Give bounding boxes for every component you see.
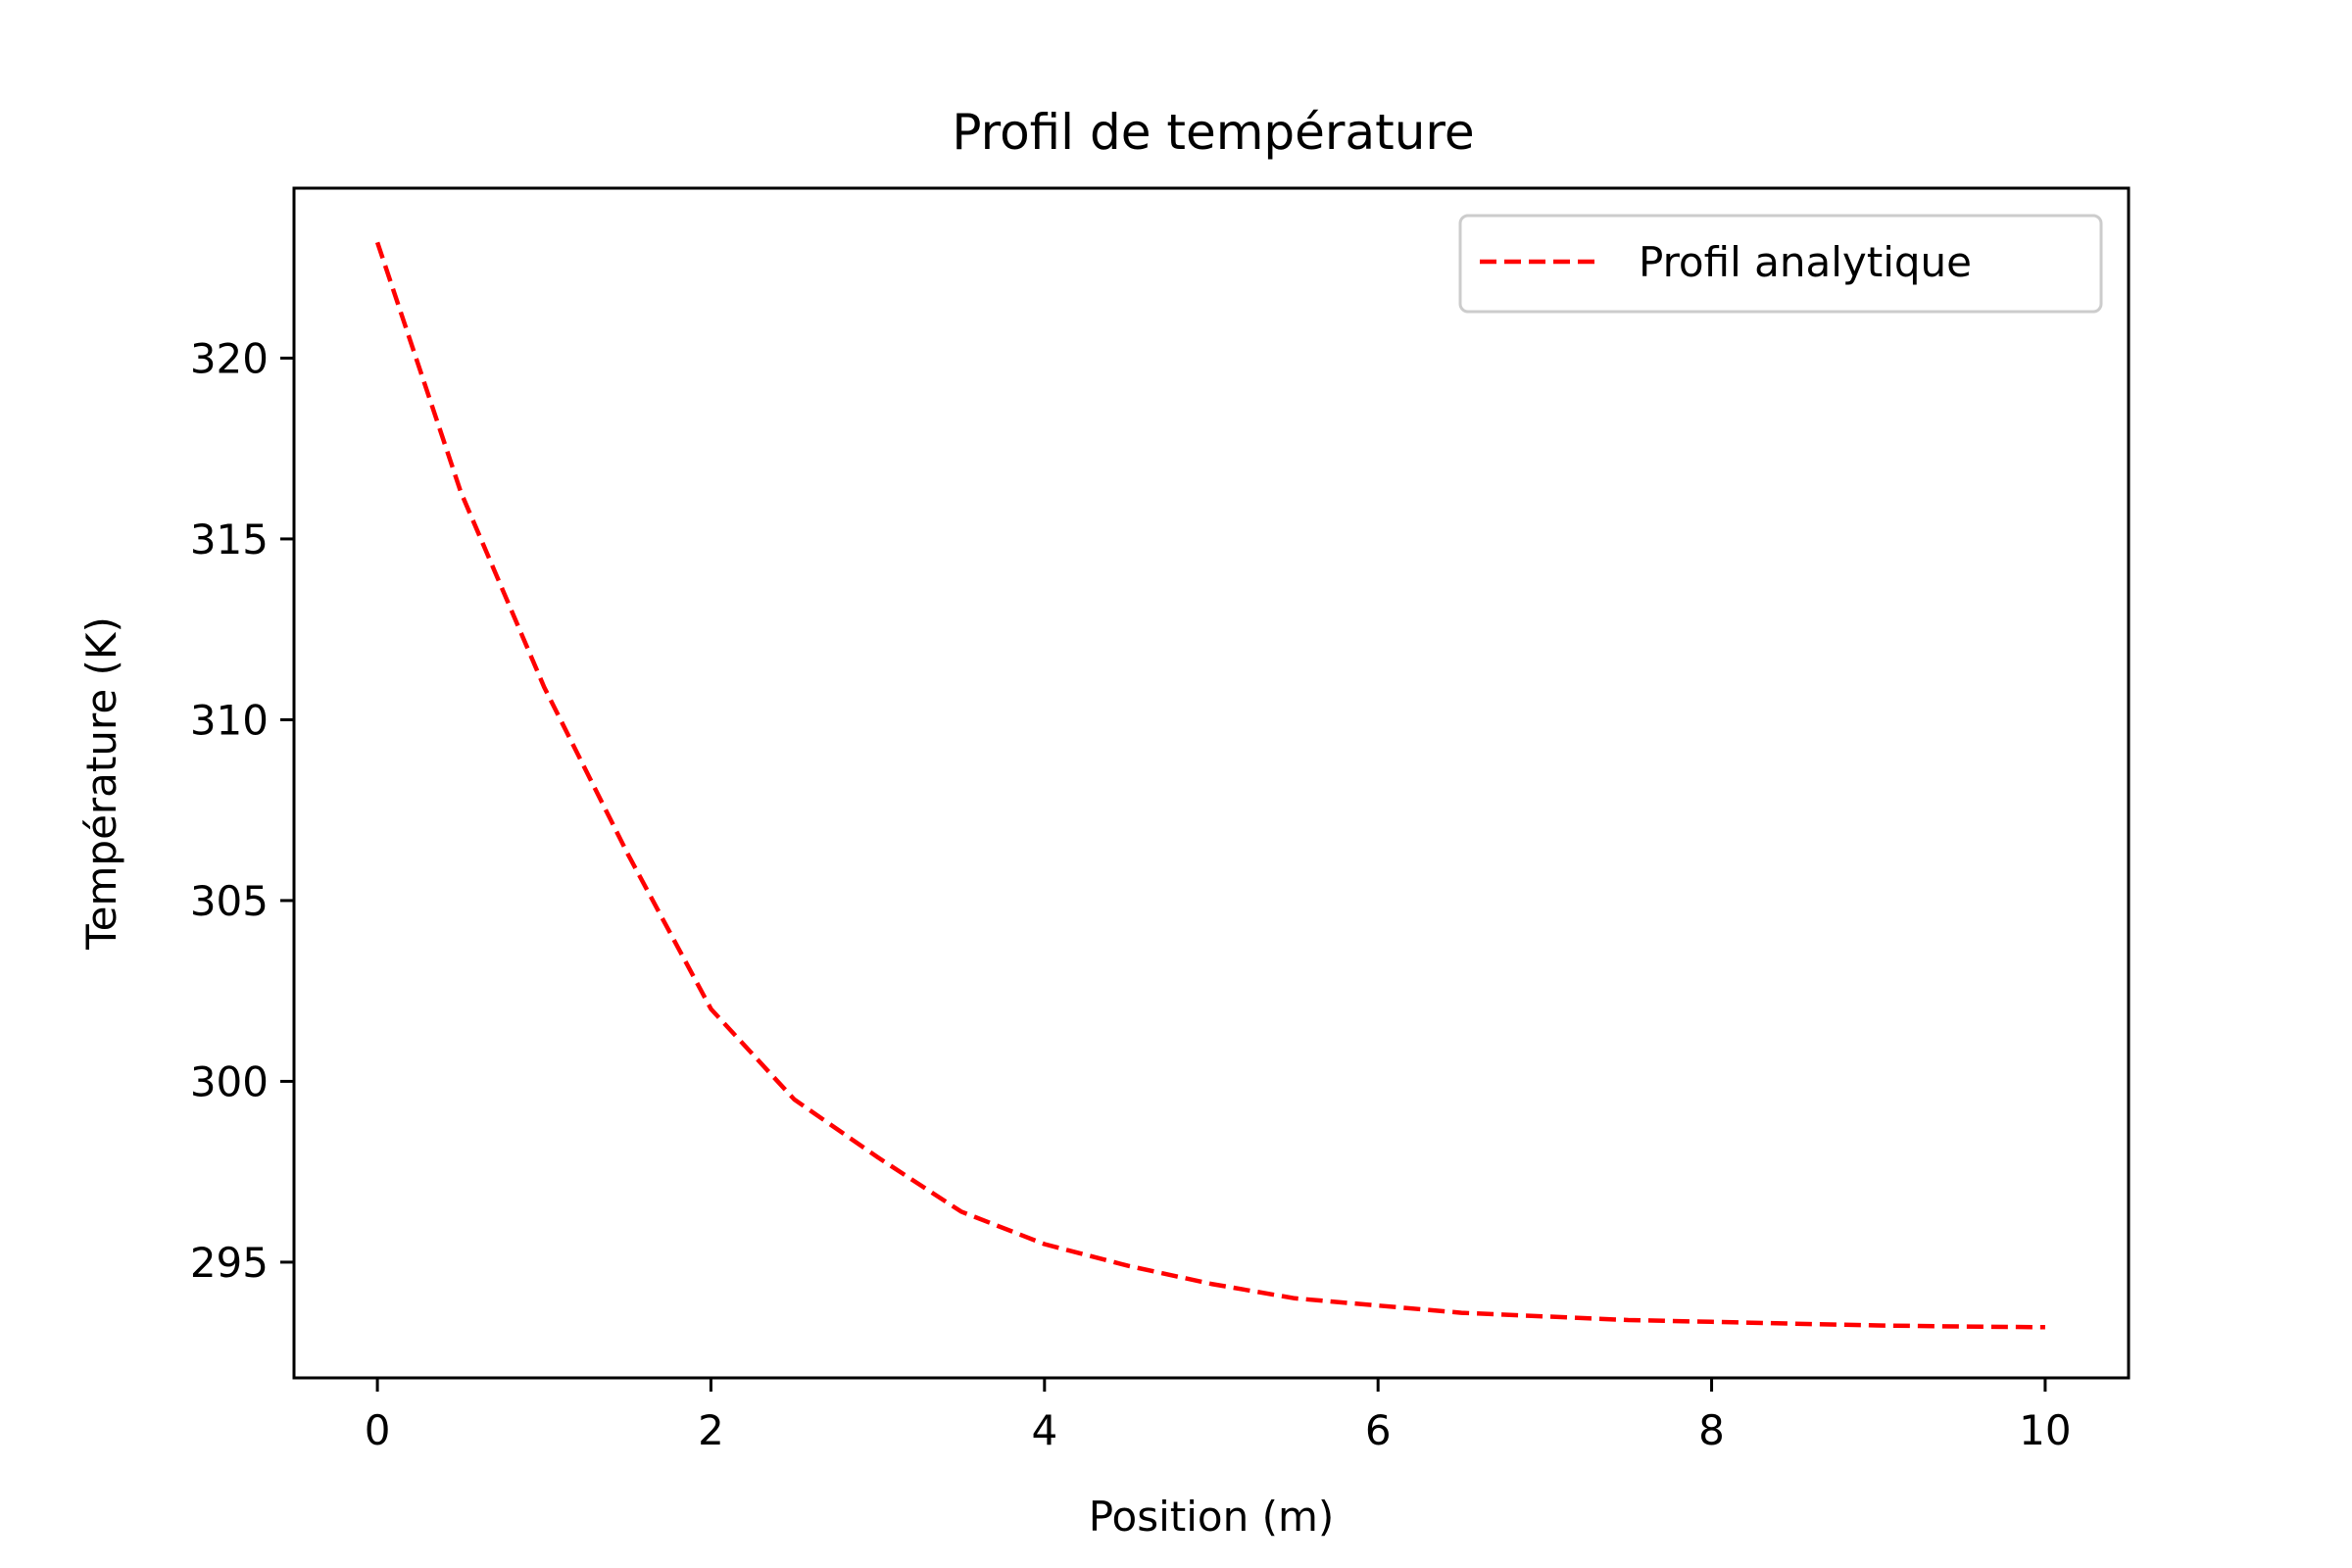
- y-axis: 295 300 305 310 315 320: [190, 334, 294, 1287]
- y-axis-label: Température (K): [77, 616, 125, 951]
- x-axis: 0 2 4 6 8 10: [365, 1378, 2072, 1454]
- x-tick-label: 2: [698, 1406, 724, 1454]
- y-tick-label: 315: [190, 515, 269, 564]
- axes-frame: [292, 186, 2131, 1380]
- x-tick-label: 4: [1031, 1406, 1057, 1454]
- y-tick-label: 300: [190, 1057, 269, 1105]
- series-line-0: [374, 241, 2045, 1330]
- chart-title: Profil de température: [952, 104, 1474, 161]
- y-tick-label: 305: [190, 877, 269, 925]
- y-tick-label: 295: [190, 1239, 269, 1287]
- plot-area: [374, 241, 2045, 1330]
- x-axis-label: Position (m): [1089, 1493, 1335, 1541]
- x-tick-label: 0: [365, 1406, 391, 1454]
- x-tick-label: 10: [2019, 1406, 2071, 1454]
- x-tick-label: 6: [1365, 1406, 1392, 1454]
- legend-label-profil-analytique: Profil analytique: [1639, 238, 1972, 286]
- legend-box: [1458, 214, 2103, 314]
- x-tick-label: 8: [1698, 1406, 1725, 1454]
- legend: Profil analytique: [1458, 214, 2103, 314]
- y-tick-label: 310: [190, 696, 269, 744]
- y-tick-label: 320: [190, 334, 269, 382]
